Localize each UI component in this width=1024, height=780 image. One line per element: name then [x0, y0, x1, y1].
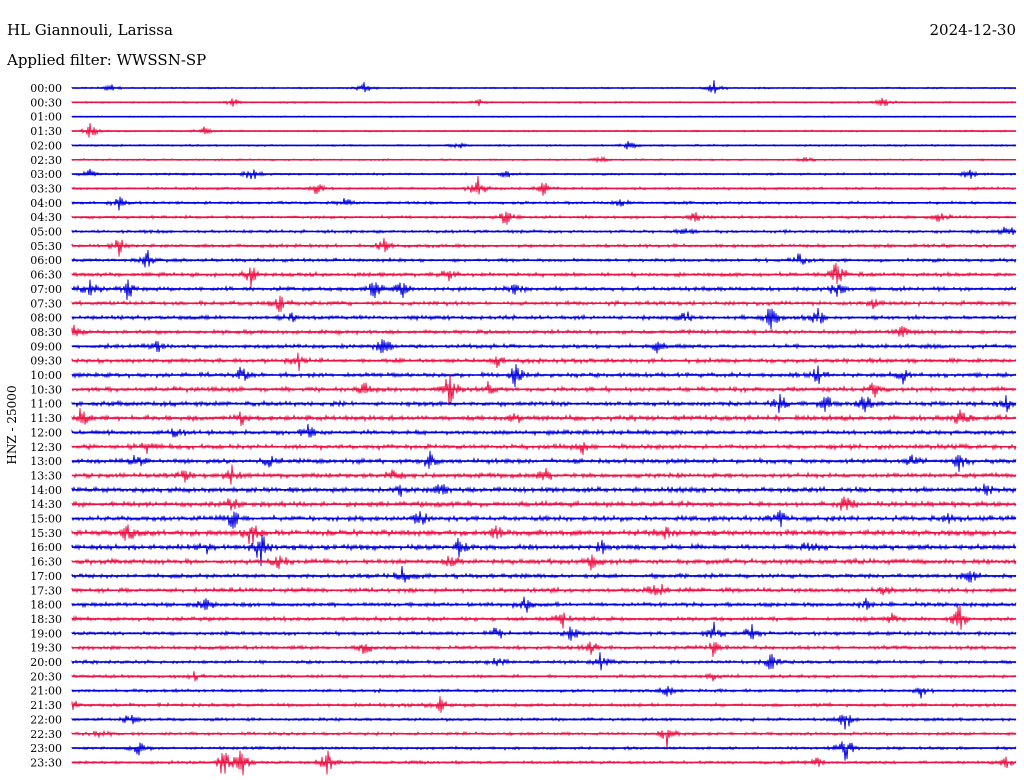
time-tick-label: 14:00: [30, 484, 62, 497]
time-tick-label: 06:00: [30, 254, 62, 267]
seismic-trace-0600: [71, 249, 1017, 268]
seismic-trace-0700: [71, 279, 1017, 301]
time-tick-label: 23:00: [30, 742, 62, 755]
time-tick-label: 05:30: [30, 240, 62, 253]
seismic-trace-1700: [71, 565, 1017, 583]
time-tick-label: 22:30: [30, 728, 62, 741]
time-tick-label: 09:00: [30, 340, 62, 353]
time-tick-label: 19:00: [30, 627, 62, 640]
time-tick-label: 20:30: [30, 670, 62, 683]
date-label: 2024-12-30: [929, 21, 1016, 39]
time-tick-label: 07:30: [30, 297, 62, 310]
filter-label: Applied filter: WWSSN-SP: [7, 51, 207, 69]
time-tick-label: 08:30: [30, 326, 62, 339]
time-tick-label: 10:00: [30, 369, 62, 382]
seismic-trace-0430: [71, 211, 1017, 225]
time-tick-label: 14:30: [30, 498, 62, 511]
seismic-trace-0530: [71, 237, 1017, 257]
time-tick-label: 13:30: [30, 469, 62, 482]
seismic-trace-1130: [71, 408, 1017, 426]
seismic-trace-1630: [71, 554, 1017, 571]
seismic-trace-0800: [71, 307, 1017, 330]
time-tick-label: 01:00: [30, 111, 62, 124]
time-tick-label: 16:30: [30, 556, 62, 569]
time-tick-label: 17:30: [30, 584, 62, 597]
time-tick-label: 02:30: [30, 154, 62, 167]
time-tick-label: 23:30: [30, 756, 62, 769]
seismic-trace-1900: [71, 621, 1017, 641]
time-tick-label: 00:30: [30, 96, 62, 109]
time-tick-label: 21:30: [30, 699, 62, 712]
time-tick-label: 20:00: [30, 656, 62, 669]
time-tick-label: 11:30: [30, 412, 62, 425]
time-tick-label: 09:30: [30, 355, 62, 368]
time-tick-label: 07:00: [30, 283, 62, 296]
time-tick-label: 19:30: [30, 642, 62, 655]
seismic-trace-1930: [71, 641, 1017, 657]
time-tick-label: 13:00: [30, 455, 62, 468]
seismic-trace-2200: [71, 714, 1017, 730]
seismic-trace-1500: [71, 510, 1017, 529]
time-tick-label: 15:30: [30, 527, 62, 540]
time-tick-label: 12:00: [30, 426, 62, 439]
time-tick-label: 03:30: [30, 182, 62, 195]
seismic-trace-1530: [71, 524, 1017, 545]
seismic-trace-1830: [71, 605, 1017, 630]
time-tick-label: 18:30: [30, 613, 62, 626]
time-tick-label: 21:00: [30, 685, 62, 698]
time-tick-label: 04:00: [30, 197, 62, 210]
seismic-trace-0000: [71, 80, 1017, 94]
seismic-trace-0630: [71, 262, 1017, 288]
time-tick-label: 12:30: [30, 441, 62, 454]
time-tick-label: 04:30: [30, 211, 62, 224]
time-tick-label: 15:00: [30, 513, 62, 526]
time-tick-label: 22:00: [30, 713, 62, 726]
seismic-trace-1200: [71, 423, 1017, 438]
time-tick-label: 05:00: [30, 226, 62, 239]
time-tick-label: 00:00: [30, 82, 62, 95]
time-tick-label: 01:30: [30, 125, 62, 138]
time-tick-label: 03:00: [30, 168, 62, 181]
time-tick-label: 18:00: [30, 599, 62, 612]
time-tick-label: 16:00: [30, 541, 62, 554]
time-tick-label: 10:30: [30, 383, 62, 396]
time-tick-label: 08:00: [30, 312, 62, 325]
time-tick-label: 11:00: [30, 398, 62, 411]
seismic-trace-0830: [71, 324, 1017, 338]
seismic-trace-1230: [71, 442, 1017, 455]
time-tick-label: 06:30: [30, 269, 62, 282]
seismic-trace-0930: [71, 352, 1017, 371]
seismic-trace-0330: [71, 175, 1017, 196]
time-tick-label: 17:00: [30, 570, 62, 583]
station-title: HL Giannouli, Larissa: [7, 21, 173, 39]
seismic-trace-2300: [71, 741, 1017, 761]
time-tick-label: 02:00: [30, 139, 62, 152]
seismic-trace-2100: [71, 685, 1017, 699]
